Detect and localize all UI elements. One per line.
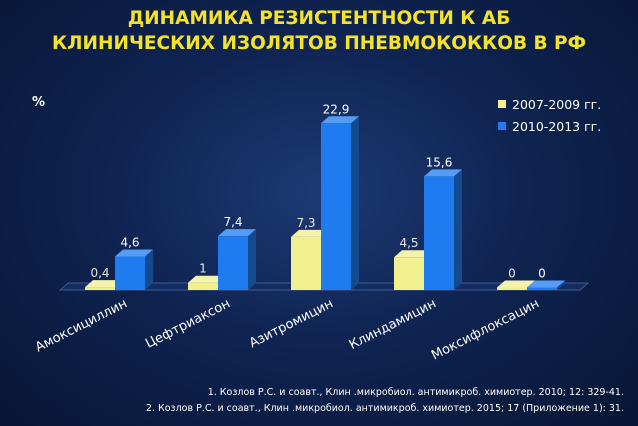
bar-s1-4 [394, 257, 424, 290]
bar-s1-3 [291, 236, 321, 290]
category-label-1: Амоксициллин [33, 296, 130, 355]
references: 1. Козлов Р.С. и соавт., Клин .микробиол… [4, 385, 624, 417]
data-label-s2-4: 15,6 [426, 155, 453, 169]
data-label-s1-1: 0,4 [90, 266, 109, 280]
bar-s2-2-top [218, 229, 256, 237]
legend-swatch-series-1 [498, 100, 506, 108]
bar-s1-2-top [188, 275, 226, 283]
category-label-3: Азитромицин [247, 296, 336, 351]
bar-s2-3 [321, 123, 351, 291]
legend-label-series-2: 2010-2013 гг. [512, 118, 602, 134]
bar-s2-2 [218, 236, 248, 290]
legend-item-series-2: 2010-2013 гг. [498, 115, 601, 137]
bar-s1-4-top [394, 250, 432, 258]
bar-s2-5-side [557, 280, 565, 290]
bar-s1-2 [188, 282, 218, 290]
bar-s2-4 [424, 176, 454, 290]
reference-2: 2. Козлов Р.С. и соавт., Клин .микробиол… [145, 403, 624, 414]
bar-s1-1-top [85, 280, 123, 288]
bar-s2-3-top [321, 116, 359, 124]
category-label-4: Клиндамицин [347, 296, 439, 353]
slide-title: ДИНАМИКА РЕЗИСТЕНТНОСТИ К АБ КЛИНИЧЕСКИХ… [0, 6, 638, 56]
bar-s2-2-side [248, 229, 256, 290]
chart-legend: 2007-2009 гг. 2010-2013 гг. [498, 93, 601, 137]
y-axis-unit-label: % [32, 95, 46, 110]
bar-s2-4-top [424, 169, 462, 177]
bar-s2-1 [115, 256, 145, 290]
bar-s2-4-side [454, 169, 462, 290]
bar-s2-1-side [145, 249, 153, 290]
data-label-s2-2: 7,4 [223, 215, 242, 229]
legend-item-series-1: 2007-2009 гг. [498, 93, 601, 115]
legend-swatch-series-2 [498, 122, 506, 130]
bar-s2-1-top [115, 249, 153, 257]
bar-s1-5-top [497, 280, 535, 288]
bar-s2-5 [527, 287, 557, 290]
bar-s1-1 [85, 287, 115, 290]
data-label-s2-5: 0 [538, 267, 546, 281]
reference-1: 1. Козлов Р.С. и соавт., Клин .микробиол… [207, 387, 624, 398]
category-label-2: Цефтриаксон [143, 296, 233, 352]
bar-s1-5 [497, 287, 527, 290]
legend-label-series-1: 2007-2009 гг. [512, 96, 602, 112]
slide-title-line-1: ДИНАМИКА РЕЗИСТЕНТНОСТИ К АБ [127, 8, 511, 29]
category-label-5: Моксифлоксацин [429, 296, 542, 363]
data-label-s1-3: 7,3 [296, 216, 315, 230]
bar-s2-3-side [351, 116, 359, 291]
slide-title-line-2: КЛИНИЧЕСКИХ ИЗОЛЯТОВ ПНЕВМОКОККОВ В РФ [52, 33, 586, 54]
data-label-s2-1: 4,6 [120, 236, 139, 250]
data-label-s2-3: 22,9 [323, 102, 350, 116]
data-label-s1-2: 1 [199, 262, 207, 276]
data-label-s1-4: 4,5 [399, 236, 418, 250]
data-label-s1-5: 0 [508, 267, 516, 281]
bar-s1-3-top [291, 229, 329, 237]
bar-s2-5-top [527, 280, 565, 288]
